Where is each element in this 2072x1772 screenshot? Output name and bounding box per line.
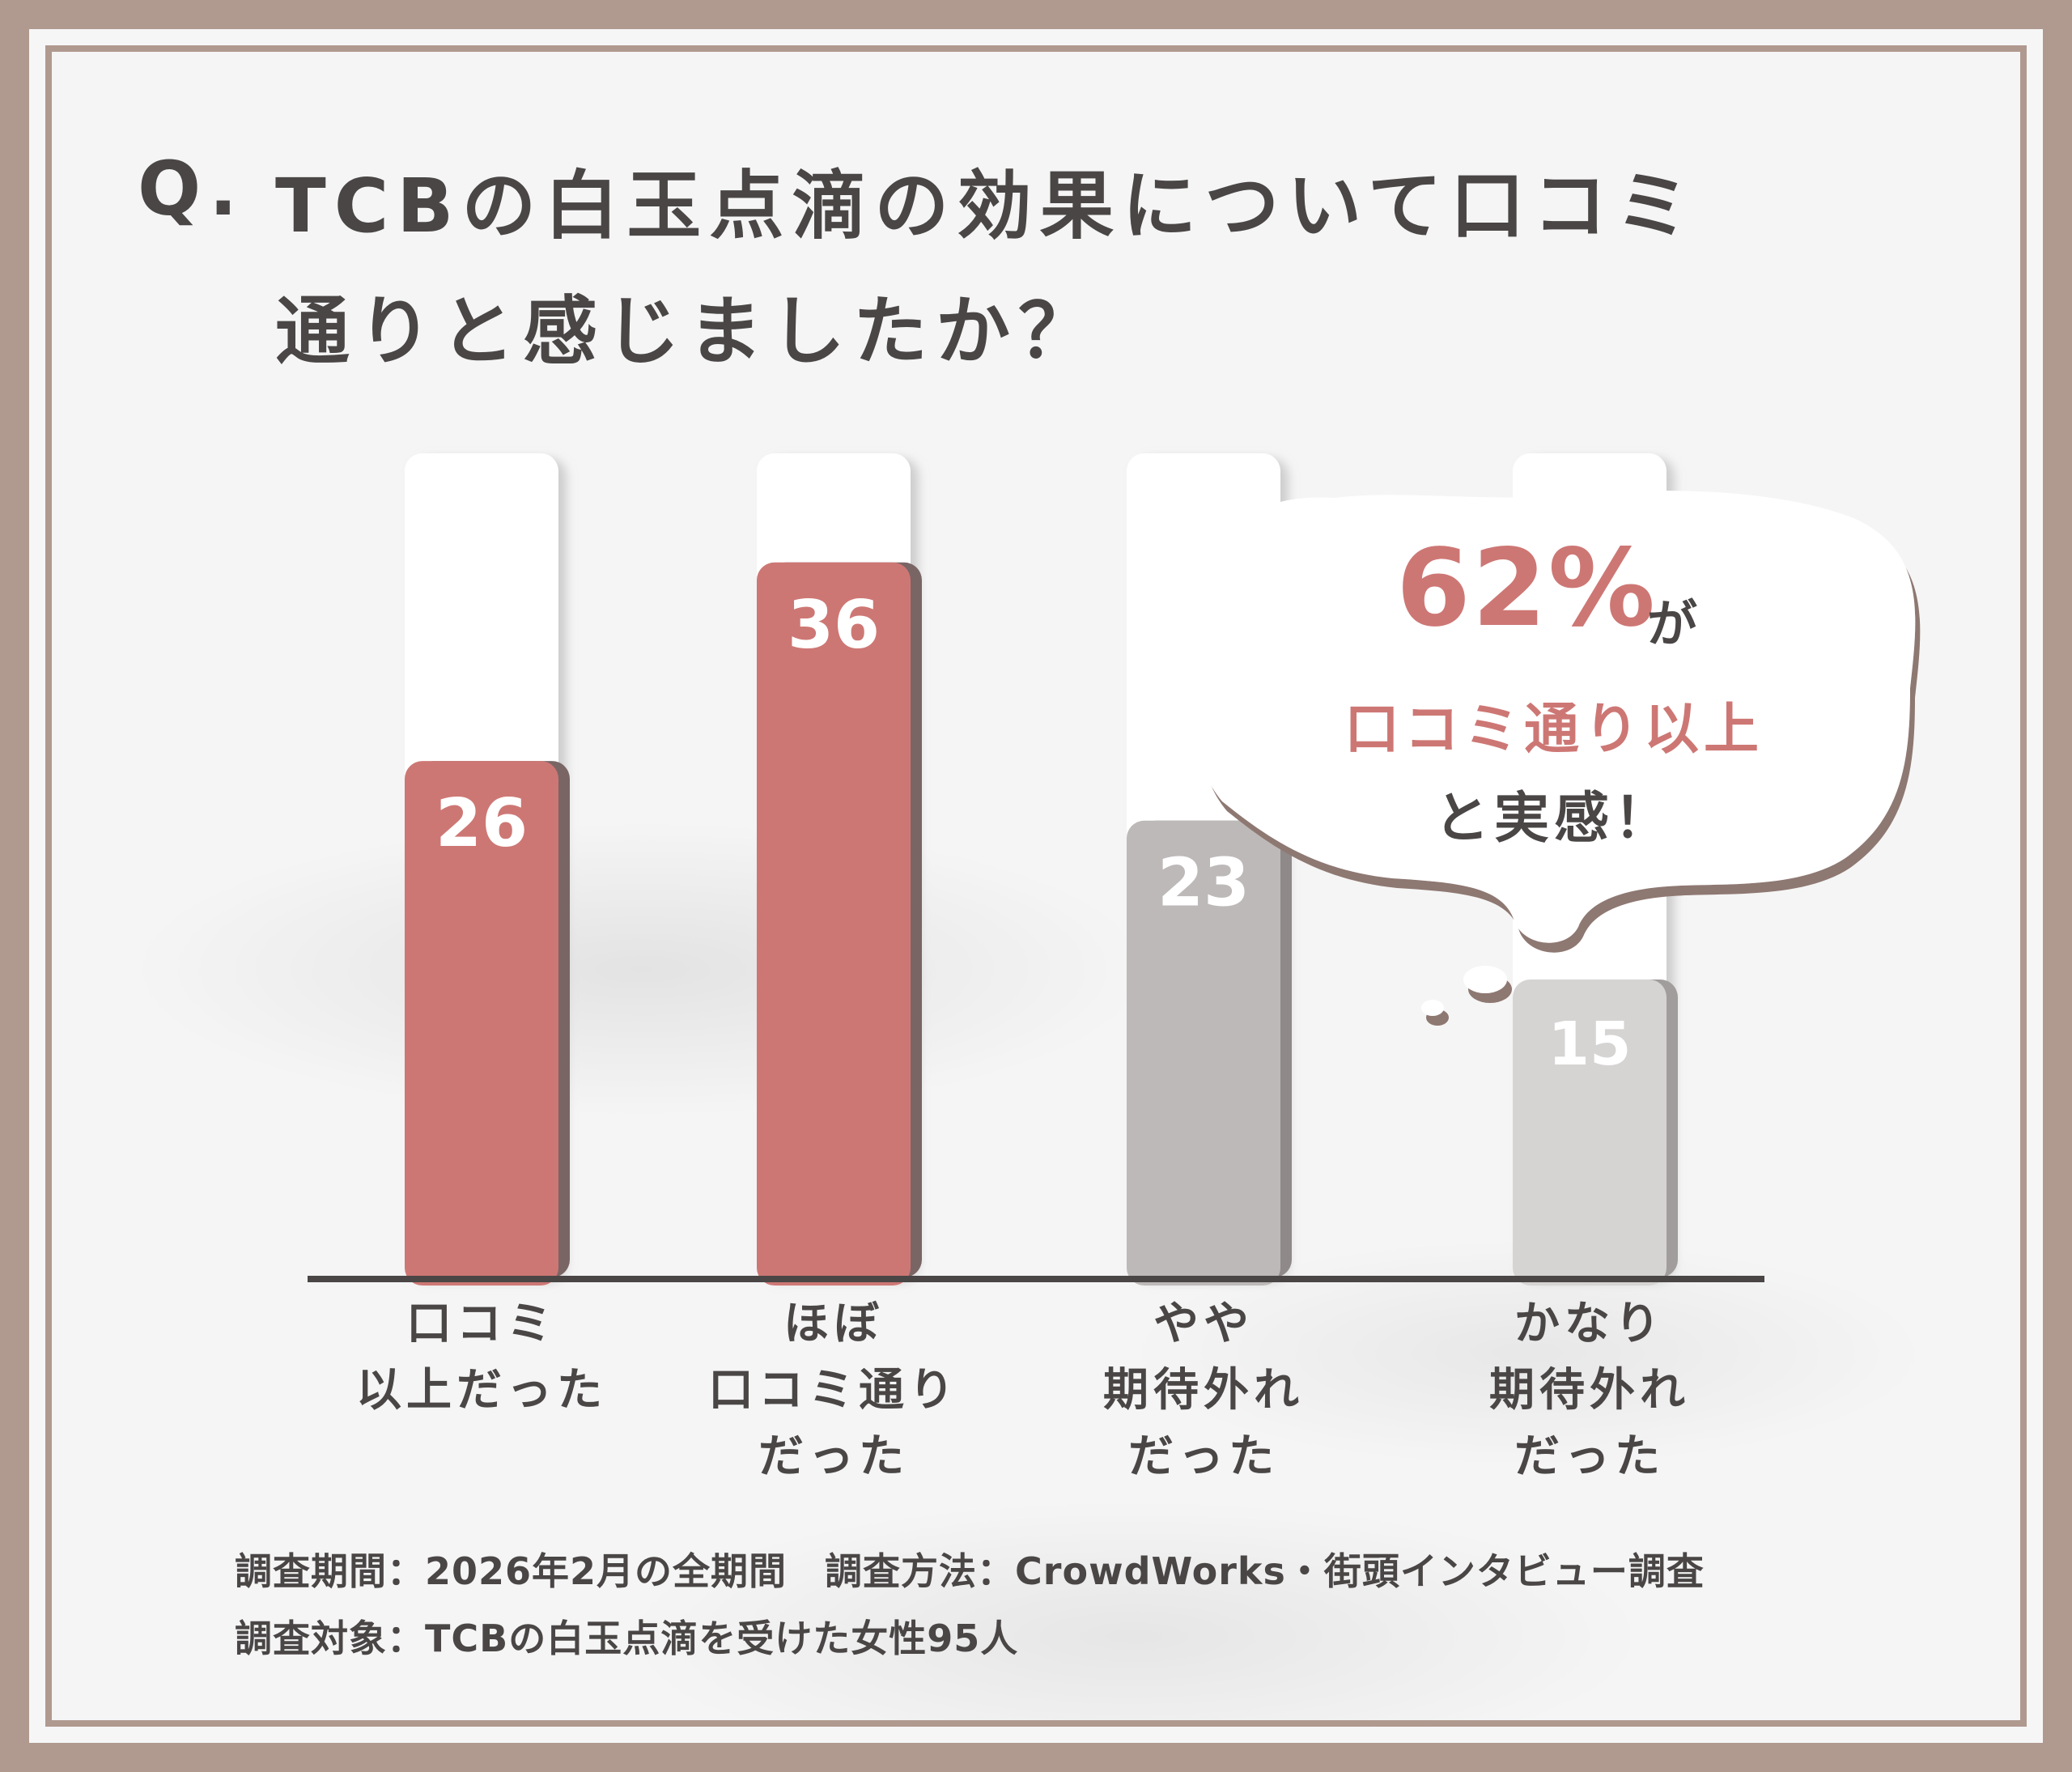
bar-value-label: 36: [788, 587, 880, 664]
category-label: かなり期待外れだった: [1436, 1291, 1743, 1490]
thought-dot-large: [1463, 966, 1507, 993]
bar-4: [1513, 979, 1667, 1285]
callout-line-2: 口コミ通り以上: [1344, 698, 1764, 762]
category-label-line: 期待外れ: [1103, 1364, 1304, 1417]
category-label-line: ほぼ: [783, 1298, 884, 1350]
category-label-line: 以上だった: [356, 1364, 607, 1417]
thought-dot-small: [1421, 1000, 1444, 1016]
callout-percent: 62%: [1396, 526, 1657, 651]
category-label-line: 口コミ通り: [708, 1364, 959, 1417]
category-label: ほぼ口コミ通りだった: [680, 1291, 987, 1490]
callout-line-3: と実感！: [1433, 787, 1674, 851]
category-label: やや 期待外れ だった: [1050, 1291, 1357, 1490]
bar-value-label: 15: [1548, 1009, 1632, 1079]
title-line-1: TCBの白玉点滴の効果について口コミ: [275, 163, 1698, 249]
bar-value-label: 23: [1157, 845, 1250, 922]
bar-2: [757, 562, 911, 1285]
category-label-line: 口コミ: [406, 1298, 557, 1350]
inner-border: [45, 45, 2027, 1727]
speech-bubble: [1199, 491, 1916, 1016]
callout-suffix: が: [1647, 594, 1698, 653]
survey-footnote-2: 調査対象：TCBの白玉点滴を受けた女性95人: [235, 1617, 1019, 1660]
category-label-line: だった: [758, 1430, 909, 1483]
question-prefix: Q.: [138, 146, 246, 232]
survey-footnote-1: 調査期間：2026年2月の全期間 調査方法：CrowdWorks・街頭インタビュ…: [235, 1549, 1705, 1593]
category-label-line: やや: [1153, 1298, 1254, 1350]
category-label-line: だった: [1128, 1430, 1279, 1483]
category-label-line: かなり: [1514, 1298, 1665, 1350]
category-label-line: 期待外れ: [1489, 1364, 1690, 1417]
title-line-2: 通りと感じましたか？: [275, 288, 1102, 375]
bar-value-label: 26: [435, 785, 528, 862]
page-frame: [29, 29, 2043, 1743]
category-label: 口コミ 以上だった: [328, 1291, 635, 1424]
bar-1: [405, 761, 558, 1285]
bar-3: [1127, 820, 1280, 1285]
category-label-line: だった: [1514, 1430, 1665, 1483]
speech-bubble-body: [1199, 491, 1916, 943]
